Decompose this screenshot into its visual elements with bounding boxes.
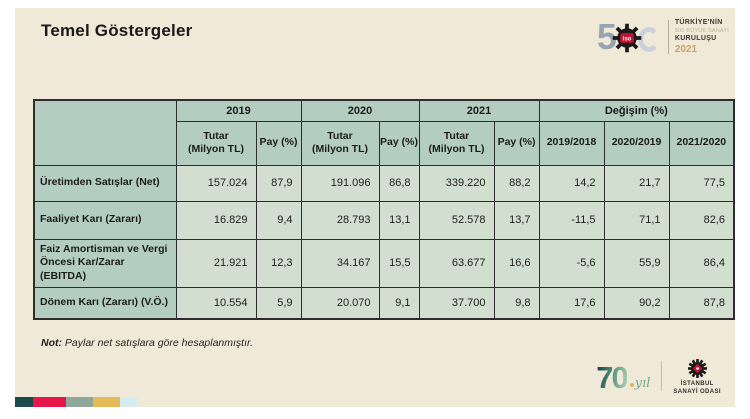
color-bar xyxy=(15,397,33,407)
table-value-cell: 13,7 xyxy=(493,200,540,240)
table-value-cell: 34.167 xyxy=(300,238,380,288)
row-label: Faiz Amortisman ve Vergi Öncesi Kar/Zara… xyxy=(33,238,177,288)
table-row: Faaliyet Karı (Zararı) 16.829 9,4 28.793 13,… xyxy=(33,200,735,240)
table-value-cell: 20.070 xyxy=(300,286,380,320)
table-value-cell: 37.700 xyxy=(418,286,495,320)
table-value-cell: 10.554 xyxy=(175,286,257,320)
table-value-cell: -11,5 xyxy=(538,200,605,240)
anniversary-suffix: yıl xyxy=(634,375,651,391)
table-row: Faiz Amortisman ve Vergi Öncesi Kar/Zara… xyxy=(33,238,735,288)
iso-gear-emblem-icon xyxy=(687,359,707,379)
table-head: 2019 2020 2021 Değişim (%) Tutar (Milyon TL)… xyxy=(33,99,735,166)
table-sub-header: Tutar (Milyon TL) xyxy=(300,120,380,166)
table-sub-header: Pay (%) xyxy=(255,120,302,166)
logo-text-line1: TÜRKİYE'NİN xyxy=(674,19,723,27)
table-value-cell: 15,5 xyxy=(378,238,420,288)
logo-text-line3: KURULUŞU xyxy=(674,34,717,42)
gear-icon: iso xyxy=(612,23,642,53)
table-value-cell: 55,9 xyxy=(603,238,670,288)
footnote: Not: Paylar net satışlara göre hesaplanm… xyxy=(41,337,253,349)
table-year-header: Değişim (%) xyxy=(538,99,735,122)
table-sub-header: 2019/2018 xyxy=(538,120,605,166)
footnote-label: Not: xyxy=(41,337,62,349)
color-bar xyxy=(66,397,93,407)
color-bar xyxy=(120,397,138,407)
table-value-cell: 82,6 xyxy=(668,200,735,240)
logo-500-digit: 5 xyxy=(596,16,617,57)
slide-title: Temel Göstergeler xyxy=(41,21,193,40)
anniversary-number: 70 xyxy=(596,359,629,395)
table-value-cell: 87,9 xyxy=(255,164,302,202)
svg-text:iso: iso xyxy=(623,37,632,43)
row-label: Üretimden Satışlar (Net) xyxy=(33,164,177,202)
table-year-header: 2020 xyxy=(300,99,420,122)
table-row: Üretimden Satışlar (Net) 157.024 87,9 191.0… xyxy=(33,164,735,202)
table-sub-header: 2021/2020 xyxy=(668,120,735,166)
logo-text-block: TÜRKİYE'NİN 500 BÜYÜK SANAYİ KURULUŞU 20… xyxy=(675,17,729,57)
table-row: Dönem Karı (Zararı) (V.Ö.) 10.554 5,9 20.07… xyxy=(33,286,735,320)
table-value-cell: 9,4 xyxy=(255,200,302,240)
table-sub-header: Tutar (Milyon TL) xyxy=(418,120,495,166)
row-label: Dönem Karı (Zararı) (V.Ö.) xyxy=(33,286,177,320)
table-value-cell: 9,1 xyxy=(378,286,420,320)
table-value-cell: 86,8 xyxy=(378,164,420,202)
table-value-cell: 90,2 xyxy=(603,286,670,320)
table-value-cell: -5,6 xyxy=(538,238,605,288)
table-year-header: 2019 xyxy=(175,99,302,122)
table-value-cell: 77,5 xyxy=(668,164,735,202)
footer-logos: 70 yıl xyxy=(596,358,721,397)
color-bar xyxy=(33,397,66,407)
table-sub-header: 2020/2019 xyxy=(603,120,670,166)
table-value-cell: 21,7 xyxy=(603,164,670,202)
table-sub-header: Pay (%) xyxy=(493,120,540,166)
table-corner-cell xyxy=(33,99,177,166)
slide: Temel Göstergeler 5 iso xyxy=(15,8,736,407)
color-bar xyxy=(93,397,120,407)
table-value-cell: 71,1 xyxy=(603,200,670,240)
iso-500-logo: 5 iso TÜRKİYE'NİN xyxy=(597,14,729,60)
table-value-cell: 28.793 xyxy=(300,200,380,240)
logo-text-line2: 500 BÜYÜK SANAYİ xyxy=(674,27,729,34)
table-value-cell: 9,8 xyxy=(493,286,540,320)
table-value-cell: 13,1 xyxy=(378,200,420,240)
table-value-cell: 339.220 xyxy=(418,164,495,202)
table-value-cell: 5,9 xyxy=(255,286,302,320)
table-value-cell: 157.024 xyxy=(175,164,257,202)
row-label: Faaliyet Karı (Zararı) xyxy=(33,200,177,240)
footer-color-bars xyxy=(15,397,138,407)
table-sub-header: Pay (%) xyxy=(378,120,420,166)
table-value-cell: 16,6 xyxy=(493,238,540,288)
table-sub-header: Tutar (Milyon TL) xyxy=(175,120,257,166)
footer-divider xyxy=(661,360,663,391)
iso-name-line1: İSTANBUL xyxy=(680,381,714,388)
logo-text-year: 2021 xyxy=(674,44,698,56)
table-value-cell: 191.096 xyxy=(300,164,380,202)
logo-divider xyxy=(667,20,669,54)
footnote-text: Paylar net satışlara göre hesaplanmıştır… xyxy=(62,337,254,349)
table-value-cell: 52.578 xyxy=(418,200,495,240)
indicators-table: 2019 2020 2021 Değişim (%) Tutar (Milyon TL)… xyxy=(33,99,736,320)
anniversary-70-logo: 70 yıl xyxy=(596,359,651,395)
table-value-cell: 16.829 xyxy=(175,200,257,240)
anniversary-dot xyxy=(629,382,634,387)
table-year-header: 2021 xyxy=(418,99,540,122)
table-value-cell: 21.921 xyxy=(175,238,257,288)
table-value-cell: 87,8 xyxy=(668,286,735,320)
iso-name-line2: SANAYİ ODASI xyxy=(673,389,721,396)
table-value-cell: 14,2 xyxy=(538,164,605,202)
table-value-cell: 86,4 xyxy=(668,238,735,288)
table-value-cell: 63.677 xyxy=(418,238,495,288)
table-value-cell: 88,2 xyxy=(493,164,540,202)
iso-chamber-logo: İSTANBUL SANAYİ ODASI xyxy=(673,358,721,397)
table-body: Üretimden Satışlar (Net) 157.024 87,9 191.0… xyxy=(33,164,735,320)
table-value-cell: 17,6 xyxy=(538,286,605,320)
table-value-cell: 12,3 xyxy=(255,238,302,288)
